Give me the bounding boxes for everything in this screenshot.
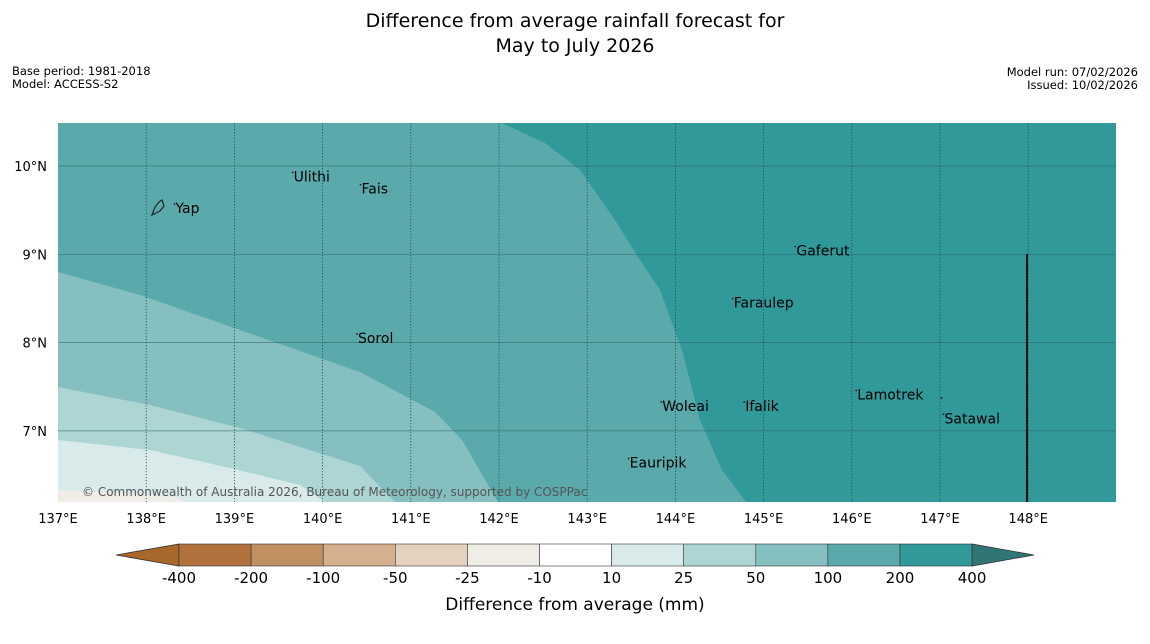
lon-tick-label: 137°E [38, 512, 78, 527]
colorbar-cell [899, 543, 973, 567]
colorbar-extend-high [971, 543, 1035, 567]
colorbar-tick-label: 50 [746, 569, 765, 587]
island-marker [942, 413, 945, 416]
model-run-date: Model run: 07/02/2026 [1006, 65, 1138, 79]
colorbar-tick-label: 25 [674, 569, 693, 587]
island-label-satawal: Satawal [945, 411, 1000, 427]
lat-tick-label: 8°N [23, 337, 48, 352]
colorbar-tick-label: -50 [383, 569, 408, 587]
lat-tick-label: 7°N [23, 425, 48, 440]
base-info: Base period: 1981-2018 Model: ACCESS-S2 [12, 65, 151, 91]
lon-tick-label: 146°E [832, 512, 872, 527]
colorbar-cell [539, 543, 612, 567]
colorbar-cell [827, 543, 901, 567]
colorbar-tick-label: -25 [455, 569, 480, 587]
island-labels: Yap Ulithi Fais Gaferut Faraulep Sorol Woleai I… [173, 169, 1000, 471]
map-title: Difference from average rainfall forecas… [0, 9, 1150, 59]
longitude-axis: 137°E 138°E 139°E 140°E 141°E 142°E 143°E 144°E… [38, 512, 1048, 527]
island-label-yap: Yap [174, 201, 199, 217]
map-area: Yap Ulithi Fais Gaferut Faraulep Sorol Woleai I… [58, 123, 1116, 502]
colorbar-cell [394, 543, 468, 567]
island-marker [743, 401, 746, 403]
lon-tick-label: 140°E [303, 512, 343, 527]
colorbar-tick-label: 10 [602, 569, 621, 587]
colorbar-title: Difference from average (mm) [445, 595, 704, 615]
lon-tick-label: 138°E [126, 512, 166, 527]
colorbar-labels: -400 -200 -100 -50 -25 -10 10 25 50 100 200 400 [162, 569, 986, 587]
colorbar-tick-label: -10 [527, 569, 552, 587]
lon-tick-label: 147°E [920, 512, 960, 527]
lon-tick-label: 139°E [215, 512, 255, 527]
island-marker [940, 397, 943, 399]
zone-200-400 [502, 123, 1116, 502]
issued-date: Issued: 10/02/2026 [1027, 78, 1138, 92]
island-label-woleai: Woleai [662, 399, 709, 415]
colorbar-tick-label: -400 [162, 569, 196, 587]
colorbar-tick-label: -100 [306, 569, 340, 587]
lon-tick-label: 145°E [744, 512, 784, 527]
colorbar: -400 -200 -100 -50 -25 -10 10 25 50 100 200 400 Dif… [115, 543, 1035, 615]
island-label-sorol: Sorol [358, 331, 393, 347]
colorbar-cells [115, 543, 1035, 567]
island-label-lamotrek: Lamotrek [857, 387, 924, 403]
lon-tick-label: 141°E [391, 512, 431, 527]
island-marker [291, 171, 294, 174]
colorbar-cell [178, 543, 252, 567]
colorbar-cell [683, 543, 757, 567]
yap-island-shape [150, 199, 165, 217]
run-info: Model run: 07/02/2026 Issued: 10/02/2026 [1007, 66, 1138, 92]
model-name: Model: ACCESS-S2 [12, 77, 119, 91]
lat-tick-label: 10°N [14, 160, 47, 175]
colorbar-tick-label: 100 [814, 569, 843, 587]
base-period: Base period: 1981-2018 [12, 64, 151, 78]
island-label-gaferut: Gaferut [796, 244, 850, 260]
island-marker [356, 333, 358, 335]
island-label-fais: Fais [362, 182, 389, 198]
longitude-gridlines [145, 123, 1029, 502]
island-marker [731, 297, 734, 300]
colorbar-cell [250, 543, 324, 567]
colorbar-tick-label: 200 [886, 569, 915, 587]
colorbar-cell [755, 543, 829, 567]
lon-tick-label: 148°E [1008, 512, 1048, 527]
lat-tick-label: 9°N [23, 248, 48, 263]
lon-tick-label: 142°E [479, 512, 519, 527]
island-label-eauripik: Eauripik [630, 455, 688, 471]
colorbar-cell [467, 543, 540, 567]
island-marker [627, 457, 630, 460]
title-line-1: Difference from average rainfall forecas… [365, 10, 785, 32]
island-marker [794, 245, 797, 248]
island-marker [855, 389, 858, 392]
zone-neutral [58, 490, 185, 502]
zone-10-25 [58, 440, 325, 502]
title-line-2: May to July 2026 [495, 35, 655, 57]
lon-tick-label: 144°E [656, 512, 696, 527]
colorbar-cell [322, 543, 396, 567]
island-marker [359, 183, 362, 186]
island-label-faraulep: Faraulep [734, 296, 794, 312]
island-marker [173, 203, 176, 206]
island-label-ifalik: Ifalik [745, 399, 779, 415]
latitude-axis: 10°N 9°N 8°N 7°N [14, 160, 47, 440]
colorbar-cell [611, 543, 684, 567]
island-label-ulithi: Ulithi [294, 169, 330, 185]
copyright-notice: © Commonwealth of Australia 2026, Bureau… [82, 485, 587, 499]
island-marker [660, 401, 663, 403]
lon-tick-label: 143°E [567, 512, 607, 527]
colorbar-tick-label: 400 [958, 569, 987, 587]
colorbar-tick-label: -200 [234, 569, 268, 587]
colorbar-extend-low [115, 543, 180, 567]
